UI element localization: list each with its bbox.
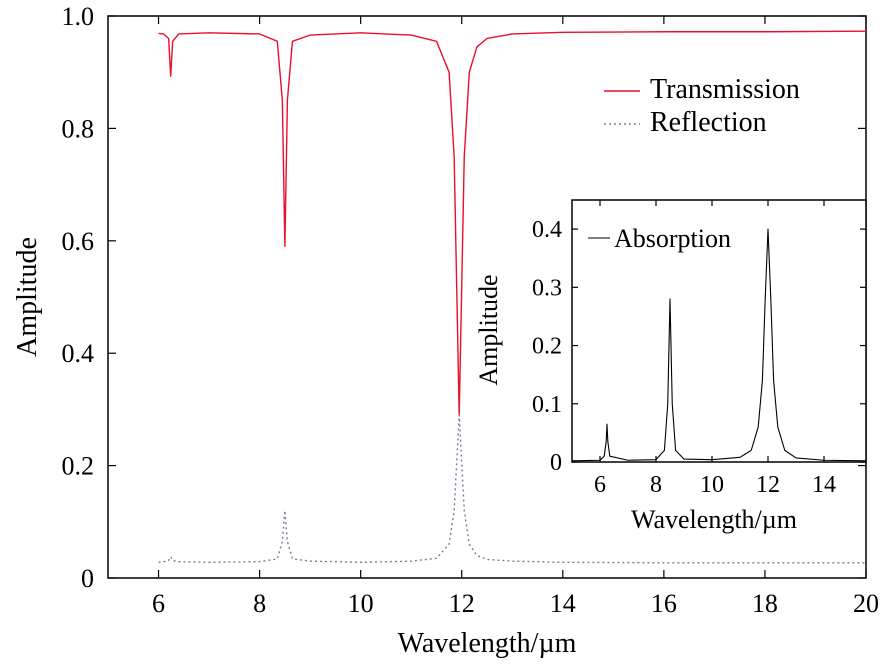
inset-x-tick-label: 8 [650,472,662,498]
legend-label-transmission: Transmission [650,74,800,105]
main-x-tick-label: 18 [752,589,778,618]
series-absorption-line [571,228,867,462]
legend-label-absorption: Absorption [614,224,731,253]
inset-y-axis-label: Amplitude [474,274,503,385]
main-y-tick-label: 0.8 [62,114,95,143]
series-transmission-line [158,30,867,416]
main-x-axis-label: Wavelength/µm [398,628,577,659]
inset-series [571,228,867,462]
main-x-tick-label: 8 [253,589,266,618]
series-reflection-line [158,414,866,564]
inset-chart: 6 8 10 12 14 0 0.1 0.2 0.3 0.4 Wavelength/µm Ampl… [474,199,867,534]
inset-x-tick-label: 10 [700,472,724,498]
legend-label-reflection: Reflection [650,107,767,138]
main-x-tick-label: 6 [152,589,165,618]
inset-x-tick-label: 14 [812,472,836,498]
main-chart: 6 8 10 12 14 16 18 20 0 0.2 0.4 0.6 0.8 1.0 Wavelengt… [12,2,879,659]
main-legend: Transmission Reflection [604,74,800,138]
inset-x-tick-label: 6 [594,472,606,498]
main-y-tick-label: 0 [81,564,94,593]
main-x-tick-label: 14 [550,589,576,618]
inset-y-tick-label: 0.4 [532,217,562,243]
inset-ticks: 6 8 10 12 14 0 0.1 0.2 0.3 0.4 [532,200,866,498]
inset-y-tick-label: 0.3 [532,275,562,301]
inset-plot-frame [571,199,867,463]
main-ticks: 6 8 10 12 14 16 18 20 0 0.2 0.4 0.6 0.8 1.0 [62,2,880,618]
inset-legend: Absorption [588,224,731,253]
main-x-tick-label: 12 [449,589,475,618]
main-x-tick-label: 10 [348,589,374,618]
inset-x-tick-label: 12 [756,472,780,498]
inset-y-tick-label: 0.2 [532,334,562,360]
inset-x-axis-label: Wavelength/µm [631,505,797,534]
inset-y-tick-label: 0 [550,450,562,476]
main-y-tick-label: 0.2 [62,452,95,481]
inset-background [572,200,866,462]
main-y-tick-label: 1.0 [62,2,95,31]
main-x-tick-label: 16 [651,589,677,618]
main-y-tick-label: 0.6 [62,227,95,256]
main-y-tick-label: 0.4 [62,339,95,368]
main-series [158,30,867,564]
main-x-tick-label: 20 [853,589,879,618]
inset-y-tick-label: 0.1 [532,392,562,418]
main-y-axis-label: Amplitude [12,237,43,357]
